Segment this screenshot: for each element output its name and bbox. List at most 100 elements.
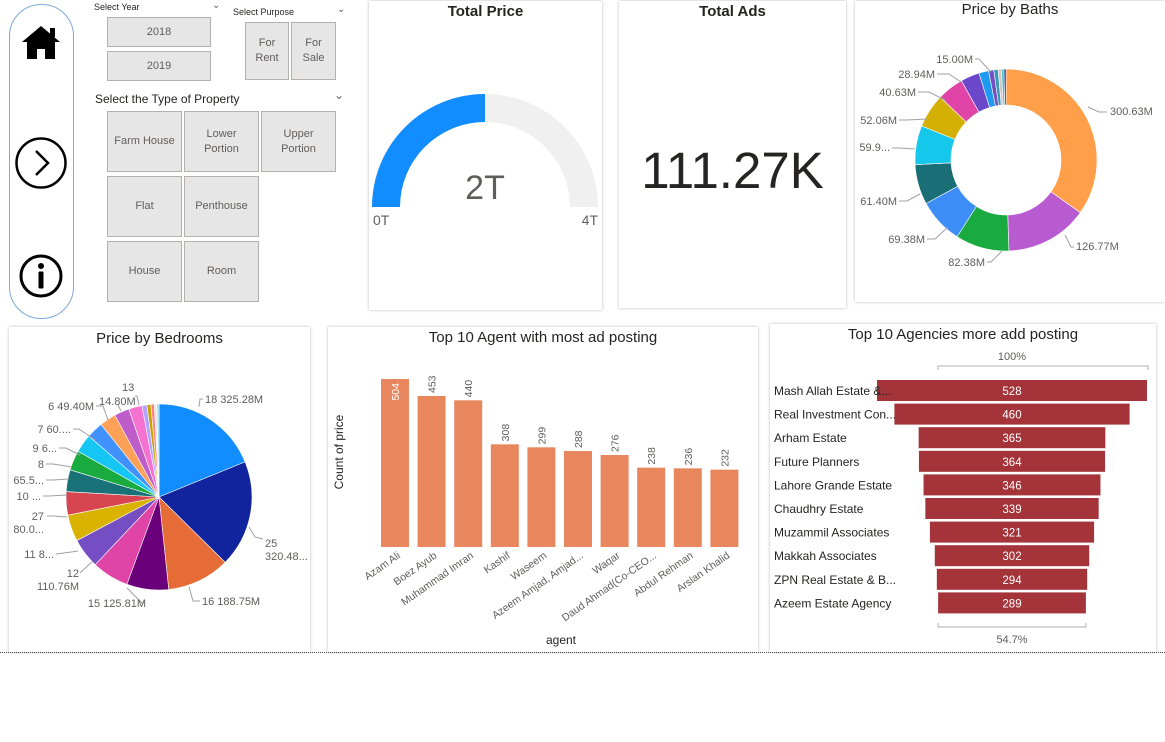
agency-bar-value: 289 [1002, 598, 1021, 610]
agent-bar-value: 440 [463, 380, 475, 398]
agency-category-label: Future Planners [774, 455, 859, 469]
bed-data-label: 16 188.75M [202, 596, 260, 608]
property-option-farm-house[interactable]: Farm House [107, 111, 182, 172]
baths-leader-line [1064, 234, 1074, 248]
agent-bar-value: 236 [683, 448, 695, 466]
price-by-bedrooms-card: Price by Bedrooms 18 325.28M 25 320.48... 1… [9, 327, 310, 652]
agency-bar[interactable] [877, 380, 1147, 401]
chevron-down-icon[interactable]: ⌄ [337, 4, 346, 15]
property-option-house[interactable]: House [107, 241, 182, 302]
baths-data-label: 69.38M [888, 234, 925, 246]
baths-data-label: 59.9... [859, 142, 890, 154]
baths-slice[interactable] [1005, 68, 1098, 214]
property-option-room[interactable]: Room [184, 241, 259, 302]
agent-bar-value: 288 [573, 430, 585, 448]
page-divider [0, 652, 1165, 653]
bed-data-label: 65.5... [13, 475, 44, 487]
agency-bar[interactable] [894, 403, 1130, 425]
bed-data-label: 14.80M [99, 396, 136, 408]
agent-bar[interactable] [417, 396, 446, 547]
bed-leader-line [198, 398, 203, 408]
baths-data-label: 52.06M [860, 115, 897, 127]
year-slicer-title: Select Year [94, 2, 140, 12]
agency-category-label: Makkah Associates [774, 549, 877, 563]
funnel-bracket-top [937, 365, 1149, 370]
bed-data-label: 15 125.81M [88, 598, 146, 610]
agent-bar[interactable] [490, 444, 519, 547]
agency-bar[interactable] [938, 592, 1086, 614]
purpose-slicer-title: Select Purpose [233, 7, 295, 17]
agency-bar[interactable] [929, 521, 1095, 543]
bed-data-label: 6 49.40M [48, 401, 94, 413]
agency-category-label: Lahore Grande Estate [774, 478, 892, 492]
agency-bar[interactable] [925, 498, 1099, 519]
baths-slice[interactable] [1003, 68, 1007, 106]
home-icon[interactable] [19, 23, 63, 63]
agent-bar[interactable] [527, 447, 556, 547]
bed-data-label: 13 [122, 382, 134, 394]
baths-leader-line [918, 91, 946, 101]
bedrooms-pie-chart: 18 325.28M 25 320.48... 16 188.75M 15 125.81… [13, 382, 308, 610]
purpose-option-sale[interactable]: For Sale [291, 22, 336, 80]
bed-leader-line [59, 447, 81, 456]
property-option-upper-portion[interactable]: Upper Portion [261, 111, 336, 172]
agent-bar[interactable] [381, 379, 409, 547]
total-ads-card: Total Ads 111.27K [619, 1, 846, 308]
agent-bar[interactable] [637, 467, 666, 547]
bed-leader-line [79, 560, 94, 574]
agent-bar[interactable] [710, 469, 739, 547]
top-agents-title: Top 10 Agent with most ad posting [428, 329, 658, 346]
agency-bar-value: 321 [1002, 528, 1021, 540]
property-option-penthouse[interactable]: Penthouse [184, 176, 259, 237]
total-price-gauge: 2T 0T 4T [372, 94, 598, 228]
agency-bar-value: 346 [1002, 480, 1021, 492]
agent-bar-value: 232 [719, 449, 731, 467]
bed-leader-line [96, 405, 109, 421]
info-icon[interactable] [18, 253, 64, 299]
chevron-down-icon[interactable]: ⌄ [334, 88, 345, 102]
navigation-pill [9, 4, 74, 319]
agent-bar[interactable] [454, 400, 483, 547]
agency-bar[interactable] [923, 474, 1101, 496]
property-option-lower-portion[interactable]: Lower Portion [184, 111, 259, 172]
top-agencies-title: Top 10 Agencies more add posting [847, 326, 1079, 343]
baths-leader-line [927, 226, 949, 240]
bed-data-label: 25 320.48... [265, 538, 308, 563]
baths-leader-line [1087, 106, 1107, 113]
year-option-2019[interactable]: 2019 [107, 51, 211, 81]
top-agencies-card: Top 10 Agencies more add posting 100% 528… [770, 324, 1156, 652]
agency-bar[interactable] [934, 545, 1090, 567]
agency-category-label: Muzammil Associates [774, 526, 889, 540]
bed-leader-line [135, 395, 140, 406]
agent-bar-value: 308 [500, 424, 512, 442]
agency-bar[interactable] [918, 450, 1106, 472]
agent-bar[interactable] [600, 455, 629, 547]
agency-bar[interactable] [936, 568, 1088, 590]
baths-data-label: 15.00M [936, 54, 973, 66]
bed-slice[interactable] [156, 403, 160, 498]
baths-data-label: 82.38M [948, 257, 985, 269]
total-price-title: Total Price [447, 3, 524, 20]
bed-data-label: 8 [38, 459, 44, 471]
agent-bar-value: 299 [536, 427, 548, 445]
chevron-down-icon[interactable]: ⌄ [212, 0, 221, 11]
price-by-bedrooms-title: Price by Bedrooms [96, 330, 223, 347]
funnel-top-percent: 100% [998, 351, 1026, 363]
bed-slice[interactable] [158, 403, 246, 498]
bed-data-label: 11 8... [24, 549, 54, 561]
agency-bar-value: 339 [1002, 504, 1021, 516]
agent-bar-value: 276 [610, 434, 622, 452]
agency-bar[interactable] [918, 427, 1106, 449]
property-option-flat[interactable]: Flat [107, 176, 182, 237]
bed-slice[interactable] [158, 461, 253, 563]
chevron-right-icon[interactable] [14, 136, 68, 190]
bed-data-label: 7 60.... [37, 424, 71, 436]
agent-bar[interactable] [673, 468, 702, 547]
agency-bar-value: 302 [1002, 551, 1021, 563]
agent-bar[interactable] [564, 451, 592, 547]
baths-leader-line [899, 193, 921, 202]
gauge-min-label: 0T [373, 212, 390, 228]
agency-category-label: Azeem Estate Agency [774, 596, 891, 610]
year-option-2018[interactable]: 2018 [107, 17, 211, 47]
purpose-option-rent[interactable]: For Rent [245, 22, 289, 80]
